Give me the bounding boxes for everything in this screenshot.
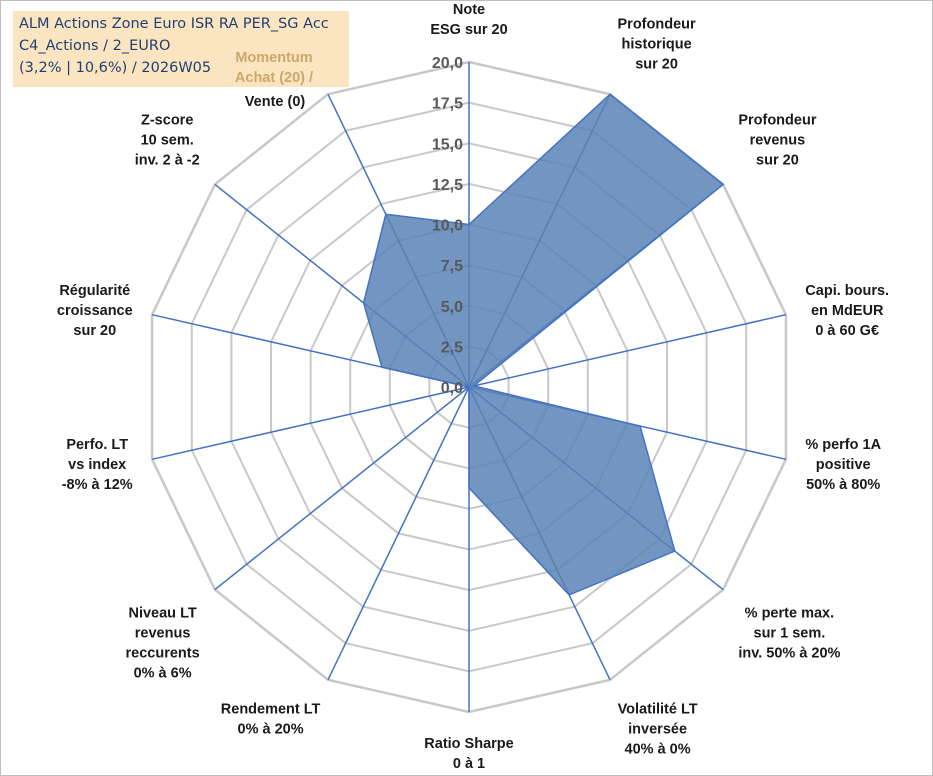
axis-label-line: inv. 50% à 20% xyxy=(738,645,840,661)
axis-label: % perte max. sur 1 sem. inv. 50% à 20% xyxy=(738,605,840,661)
axis-label-line: positive xyxy=(816,457,871,473)
tick-label: 20,0 xyxy=(432,55,463,72)
axis-spoke xyxy=(468,313,787,388)
axis-label-line: Profondeur xyxy=(738,113,816,129)
axis-label-line: Ratio Sharpe xyxy=(424,736,513,752)
axis-spoke xyxy=(214,386,470,591)
fund-stats: (3,2% | 10,6%) / 2026W05 xyxy=(19,60,212,76)
momentum-label: Momentum Achat (20) / xyxy=(229,48,319,88)
axis-label: Rendement LT 0% à 20% xyxy=(221,702,321,738)
fund-info-box: ALM Actions Zone Euro ISR RA PER_SG Acc … xyxy=(13,11,349,87)
axis-label-line: 40% à 0% xyxy=(625,742,691,758)
axis-label-line: vs index xyxy=(68,457,126,473)
axis-label-line: -8% à 12% xyxy=(62,477,133,493)
axis-label-line: Perfo. LT xyxy=(66,437,128,453)
axis-label-line: Régularité xyxy=(59,283,130,299)
axis-label-line: 10 sem. xyxy=(141,133,194,149)
axis-label-line: 0 à 60 G€ xyxy=(815,323,879,339)
axis-label: Perfo. LT vs index -8% à 12% xyxy=(62,437,133,493)
tick-label: 10,0 xyxy=(432,218,463,235)
axis-label: Vente (0) xyxy=(245,94,306,110)
axis-label-line: inv. 2 à -2 xyxy=(135,153,200,169)
tick-label: 17,5 xyxy=(432,96,463,113)
axis-label-line: inversée xyxy=(628,722,687,738)
axis-label-line: 0 à 1 xyxy=(453,756,485,772)
axis-label: Volatilité LT inversée 40% à 0% xyxy=(618,702,698,758)
axis-label-line: 0% à 6% xyxy=(134,665,192,681)
axis-label-line: Profondeur xyxy=(618,16,696,32)
axis-label-line: sur 1 sem. xyxy=(754,625,826,641)
fund-category: C4_Actions / 2_EURO xyxy=(19,38,171,54)
axis-spoke xyxy=(327,386,470,681)
axis-label-line: Note xyxy=(453,2,485,18)
axis-label-line: Volatilité LT xyxy=(618,702,698,718)
axis-label: Profondeur historique sur 20 xyxy=(618,16,696,72)
axis-label-line: revenus xyxy=(750,133,806,149)
fund-name: ALM Actions Zone Euro ISR RA PER_SG Acc xyxy=(19,16,329,32)
axis-label-line: Z-score xyxy=(141,113,193,129)
axis-label: Note ESG sur 20 xyxy=(430,2,507,38)
axis-label-line: Niveau LT xyxy=(128,605,196,621)
axis-label: Z-score 10 sem. inv. 2 à -2 xyxy=(135,113,200,169)
momentum-label-line2: Achat (20) / xyxy=(234,70,314,86)
axis-label-line: Rendement LT xyxy=(221,702,321,718)
axis-label-line: Capi. bours. xyxy=(805,283,889,299)
series-area xyxy=(362,93,725,596)
axis-label: Régularité croissance sur 20 xyxy=(57,283,133,339)
tick-label: 5,0 xyxy=(441,299,463,316)
axis-label-line: sur 20 xyxy=(73,323,116,339)
axis-label: Niveau LT revenus reccurents 0% à 6% xyxy=(126,605,200,681)
axis-label-line: % perte max. xyxy=(745,605,834,621)
axis-label-line: ESG sur 20 xyxy=(430,22,507,38)
axis-label-line: sur 20 xyxy=(635,56,678,72)
axis-label-line: reccurents xyxy=(126,645,200,661)
axis-label-line: historique xyxy=(622,36,692,52)
tick-label: 15,0 xyxy=(432,136,463,153)
axis-label-line: revenus xyxy=(135,625,191,641)
axis-label: Profondeur revenus sur 20 xyxy=(738,113,816,169)
axis-label-line: % perfo 1A xyxy=(805,437,881,453)
axis-label-line: 50% à 80% xyxy=(806,477,880,493)
axis-label: Capi. bours. en MdEUR 0 à 60 G€ xyxy=(805,283,889,339)
axis-label-line: 0% à 20% xyxy=(238,722,304,738)
axis-label: % perfo 1A positive 50% à 80% xyxy=(805,437,881,493)
axis-label-line: sur 20 xyxy=(756,153,799,169)
tick-label: 0,0 xyxy=(441,380,463,397)
axis-label-line: croissance xyxy=(57,303,133,319)
momentum-label-line1: Momentum xyxy=(235,50,313,66)
tick-label: 2,5 xyxy=(441,339,463,356)
axis-label-line: en MdEUR xyxy=(811,303,884,319)
axis-label: Ratio Sharpe 0 à 1 xyxy=(424,736,513,772)
tick-label: 7,5 xyxy=(441,258,463,275)
axis-spoke xyxy=(151,386,470,461)
tick-label: 12,5 xyxy=(432,177,463,194)
